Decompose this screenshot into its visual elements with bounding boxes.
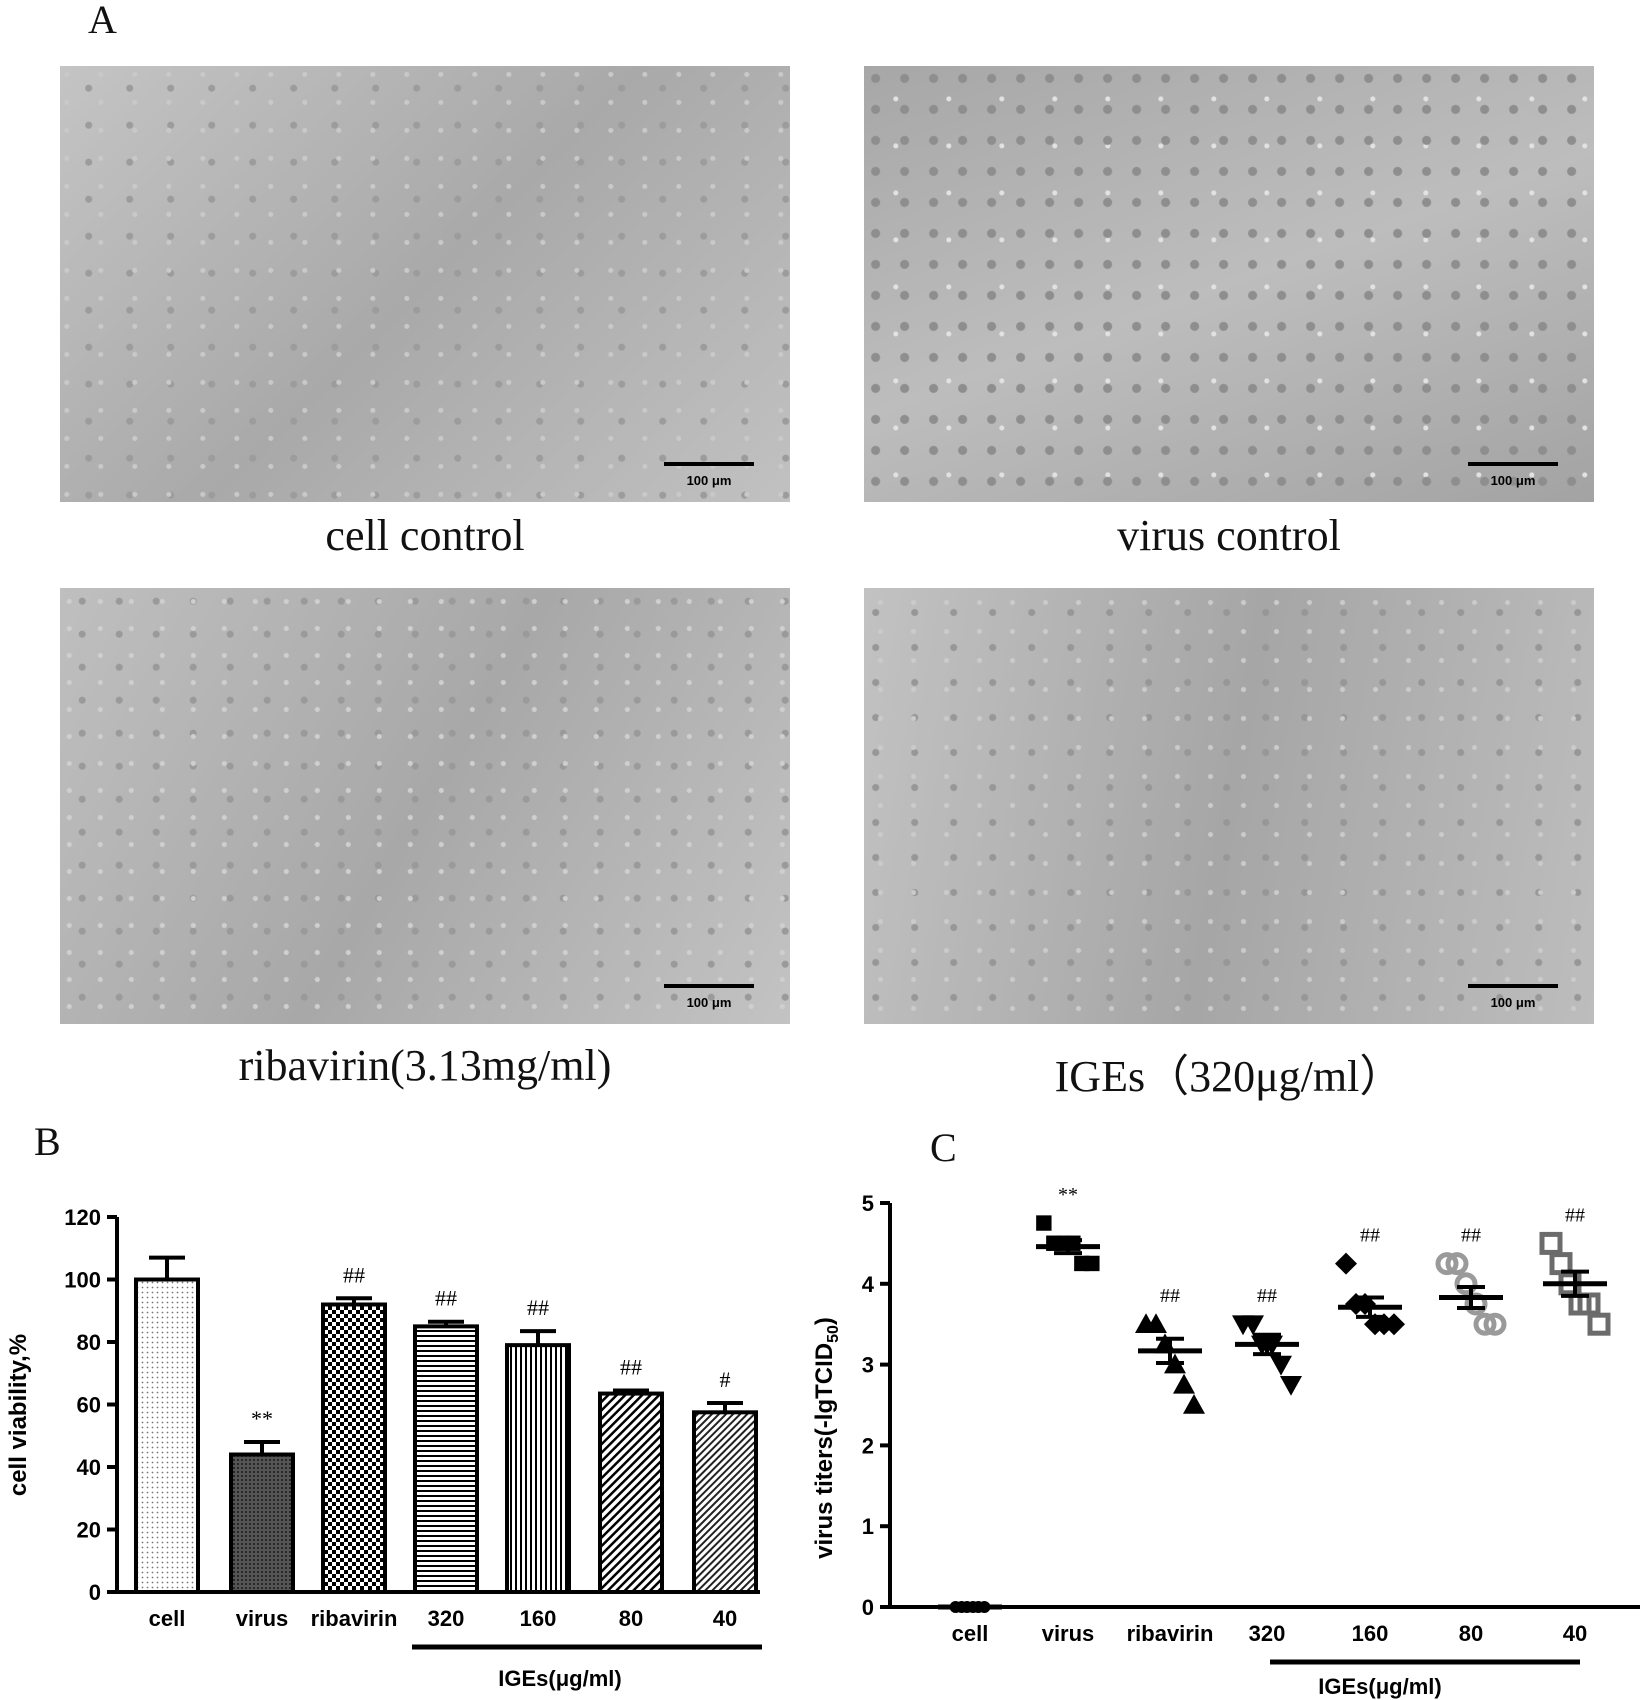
chart-b-group-label: IGEs(μg/ml): [498, 1666, 621, 1691]
x-tick-label: 320: [1249, 1621, 1286, 1646]
x-tick-label: 160: [1352, 1621, 1389, 1646]
x-tick-label: 160: [520, 1606, 557, 1631]
bar-80: [598, 1391, 664, 1594]
micrograph-ribavirin: 100 μm: [60, 588, 790, 1024]
scale-bar: [664, 984, 754, 988]
x-tick-label: virus: [236, 1606, 289, 1631]
x-tick-label: 80: [619, 1606, 643, 1631]
data-point: [1270, 1355, 1292, 1376]
x-tick-label: cell: [952, 1621, 989, 1646]
bar-320: [413, 1324, 479, 1594]
scale-label: 100 μm: [1490, 995, 1536, 1010]
data-point: [1280, 1376, 1302, 1396]
y-tick-label: 0: [862, 1595, 874, 1620]
data-point: [1036, 1215, 1052, 1231]
x-tick-label: 40: [713, 1606, 737, 1631]
bar-virus: [229, 1452, 295, 1594]
y-tick-label: 5: [862, 1191, 874, 1216]
data-point: [1454, 1272, 1478, 1296]
data-point: [1464, 1292, 1488, 1316]
significance-label: ##: [1461, 1225, 1481, 1247]
bar-160: [505, 1343, 571, 1594]
y-tick-label: 80: [77, 1330, 101, 1355]
data-point: [1183, 1394, 1205, 1414]
x-tick-label: ribavirin: [1127, 1621, 1214, 1646]
bar-cell: [134, 1277, 200, 1594]
panel-b-letter: B: [34, 1119, 61, 1164]
y-tick-label: 1: [862, 1514, 874, 1539]
bar-40: [692, 1410, 758, 1594]
caption-cell-control: cell control: [325, 511, 525, 560]
x-tick-label: 40: [1563, 1621, 1587, 1646]
data-point: [1084, 1255, 1100, 1272]
data-point: [1445, 1252, 1469, 1276]
data-point: [1383, 1313, 1405, 1336]
y-tick-label: 4: [862, 1272, 875, 1297]
chart-c: 0 1 2 3 4 5 cell virus ** ribavirin ## 320 ## 160 ## 8…: [811, 1184, 1640, 1699]
significance-label: ##: [620, 1354, 642, 1379]
x-tick-label: cell: [149, 1606, 186, 1631]
chart-c-ylabel: virus titers(-lgTCID50): [811, 1317, 842, 1559]
y-tick-label: 60: [77, 1393, 101, 1418]
scale-label: 100 μm: [686, 473, 732, 488]
data-point: [1335, 1252, 1357, 1275]
x-tick-label: ribavirin: [311, 1606, 398, 1631]
y-tick-label: 40: [77, 1455, 101, 1480]
y-tick-label: 120: [64, 1205, 101, 1230]
significance-label: **: [1058, 1184, 1078, 1206]
panel-a-letter: A: [88, 0, 117, 42]
data-point: [1473, 1312, 1497, 1336]
significance-label: ##: [1160, 1285, 1180, 1307]
data-point: [1539, 1231, 1563, 1255]
significance-label: ##: [343, 1262, 365, 1287]
significance-label: ##: [1360, 1225, 1380, 1247]
significance-label: #: [720, 1367, 731, 1392]
micrograph-cell-control: 100 μm: [60, 66, 790, 502]
y-tick-label: 2: [862, 1433, 874, 1458]
data-point: [1242, 1315, 1264, 1336]
data-point: [1483, 1312, 1507, 1336]
scale-label: 100 μm: [1490, 473, 1536, 488]
data-point: [1145, 1313, 1167, 1333]
micrograph-virus-control: 100 μm: [864, 66, 1594, 502]
scale-label: 100 μm: [686, 995, 732, 1010]
x-tick-label: virus: [1042, 1621, 1095, 1646]
y-tick-label: 0: [89, 1580, 101, 1605]
scale-bar: [1468, 984, 1558, 988]
chart-c-group-label: IGEs(μg/ml): [1318, 1674, 1441, 1699]
scale-bar: [1468, 462, 1558, 466]
caption-virus-control: virus control: [1117, 511, 1341, 560]
significance-label: ##: [435, 1286, 457, 1311]
data-point: [1587, 1312, 1611, 1336]
scale-bar: [664, 462, 754, 466]
micrograph-iges: 100 μm: [864, 588, 1594, 1024]
caption-iges: IGEs（320μg/ml）: [1054, 1052, 1404, 1101]
significance-label: ##: [1565, 1204, 1585, 1226]
chart-b-ylabel: cell viability,%: [5, 1334, 32, 1496]
bar-ribavirin: [321, 1302, 387, 1594]
data-point: [1173, 1373, 1195, 1394]
caption-ribavirin: ribavirin(3.13mg/ml): [238, 1041, 612, 1090]
significance-label: ##: [527, 1295, 549, 1320]
significance-label: ##: [1257, 1285, 1277, 1307]
y-tick-label: 3: [862, 1353, 874, 1378]
significance-label: **: [251, 1406, 273, 1431]
y-tick-label: 100: [64, 1268, 101, 1293]
chart-b: 0 20 40 60 80 100 120 cell virus ** ribavirin ## 32…: [5, 1205, 762, 1691]
panel-c-letter: C: [930, 1125, 957, 1170]
x-tick-label: 80: [1459, 1621, 1483, 1646]
data-point: [1435, 1252, 1459, 1276]
y-tick-label: 20: [77, 1518, 101, 1543]
x-tick-label: 320: [428, 1606, 465, 1631]
